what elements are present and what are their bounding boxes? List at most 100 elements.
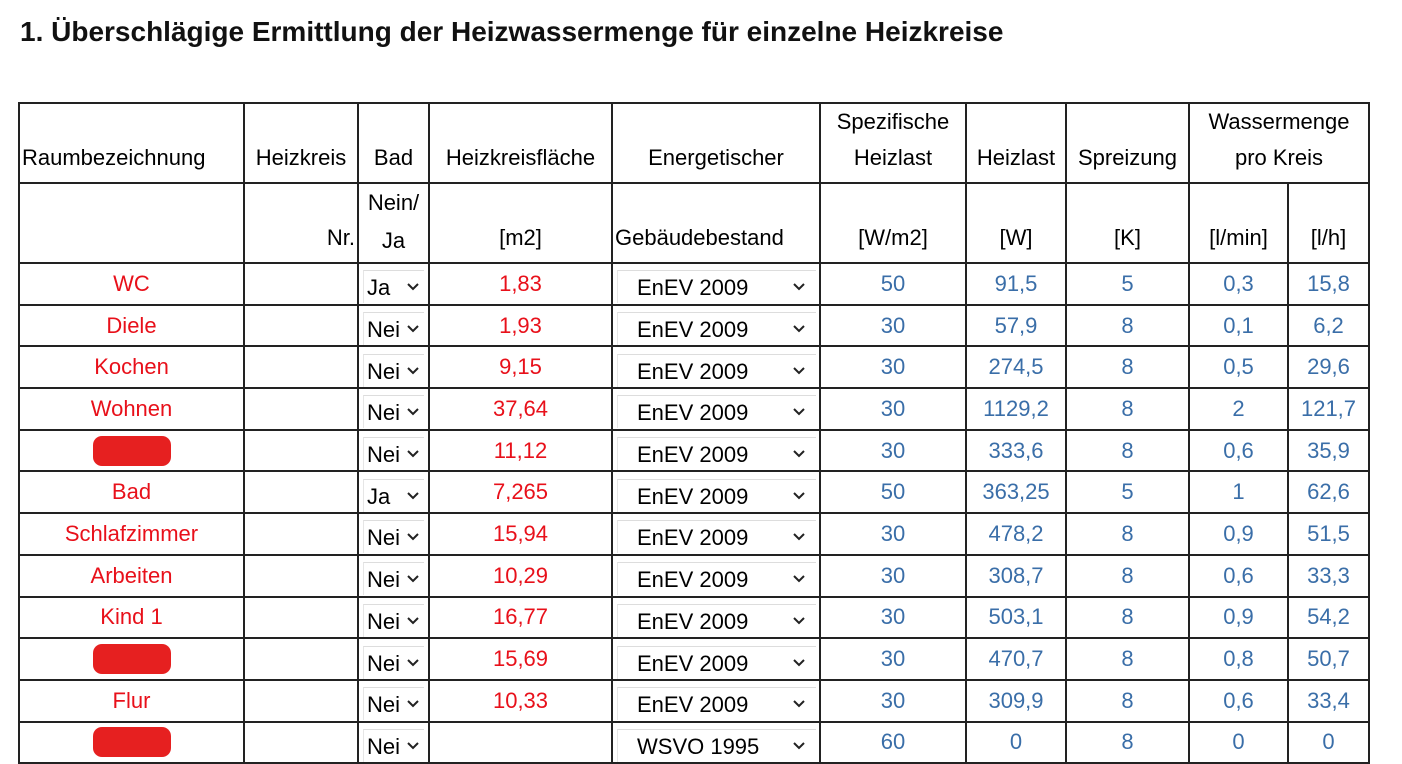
- load-cell: 274,5: [965, 345, 1067, 390]
- area-cell: 15,94: [428, 512, 613, 556]
- standard-cell: EnEV 2009: [611, 303, 821, 348]
- data-row: Arbeiten Nein 10,29 EnEV 2009 30 308,7 8 0,6 33,…: [18, 553, 1370, 598]
- header-cell: Bad: [357, 102, 430, 184]
- load-cell: 333,6: [965, 428, 1067, 473]
- standard-select-value: EnEV 2009: [637, 317, 749, 343]
- lmin-cell: 0,3: [1188, 262, 1289, 306]
- standard-select[interactable]: EnEV 2009: [617, 437, 816, 470]
- bath-select[interactable]: Nein: [363, 437, 424, 470]
- data-row: Schlafzimmer Nein 15,94 EnEV 2009 30 478,2 8 0,…: [18, 512, 1370, 556]
- bath-select-value: Nein: [367, 692, 399, 718]
- standard-cell: EnEV 2009: [611, 553, 821, 598]
- area-cell: 10,33: [428, 678, 613, 723]
- standard-select-value: EnEV 2009: [637, 567, 749, 593]
- spec-value: 30: [880, 354, 906, 380]
- bath-select[interactable]: Nein: [363, 520, 424, 553]
- bath-select-value: Nein: [367, 400, 399, 426]
- bath-select[interactable]: Nein: [363, 312, 424, 345]
- lmin-value: 2: [1232, 395, 1245, 421]
- area-cell: 1,93: [428, 303, 613, 348]
- lh-value: 54,2: [1307, 604, 1350, 630]
- redacted-mark: [92, 644, 171, 675]
- bath-select[interactable]: Nein: [363, 562, 424, 595]
- standard-cell: EnEV 2009: [611, 470, 821, 515]
- bath-select[interactable]: Nein: [363, 645, 424, 678]
- bath-select[interactable]: Nein: [363, 728, 424, 762]
- spread-cell: 8: [1065, 678, 1190, 723]
- standard-select[interactable]: EnEV 2009: [617, 270, 816, 303]
- spread-value: 5: [1121, 479, 1134, 505]
- bath-cell: Nein: [357, 595, 430, 640]
- bath-cell: Ja: [357, 470, 430, 515]
- load-cell: 91,5: [965, 262, 1067, 306]
- load-value: 1129,2: [983, 395, 1049, 421]
- room-cell: Kochen: [18, 345, 245, 390]
- standard-select[interactable]: EnEV 2009: [617, 395, 816, 428]
- spec-cell: 30: [819, 512, 967, 556]
- lh-cell: 0: [1287, 720, 1370, 764]
- standard-select[interactable]: EnEV 2009: [617, 562, 816, 595]
- standard-select[interactable]: EnEV 2009: [617, 353, 816, 387]
- standard-select[interactable]: EnEV 2009: [617, 645, 816, 678]
- load-cell: 470,7: [965, 637, 1067, 681]
- header-cell: [18, 182, 245, 264]
- load-cell: 308,7: [965, 553, 1067, 598]
- standard-cell: EnEV 2009: [611, 345, 821, 390]
- standard-select-value: EnEV 2009: [637, 650, 749, 676]
- circuit-cell: [243, 303, 359, 348]
- spec-cell: 30: [819, 595, 967, 640]
- redacted-mark: [92, 727, 171, 758]
- bath-select[interactable]: Ja: [363, 270, 424, 303]
- lh-cell: 121,7: [1287, 387, 1370, 431]
- load-cell: 57,9: [965, 303, 1067, 348]
- standard-select[interactable]: EnEV 2009: [617, 478, 816, 512]
- area-cell: 11,12: [428, 428, 613, 473]
- header-cell: Nr.: [243, 182, 359, 264]
- spec-value: 30: [880, 312, 906, 338]
- spec-value: 50: [880, 479, 906, 505]
- spread-value: 8: [1121, 312, 1134, 338]
- room-name: Flur: [112, 687, 151, 713]
- lmin-value: 0,8: [1223, 646, 1254, 672]
- standard-cell: EnEV 2009: [611, 512, 821, 556]
- load-value: 0: [1009, 729, 1023, 755]
- lmin-value: 0,6: [1223, 437, 1254, 463]
- room-cell: Bad: [18, 470, 245, 515]
- lh-value: 62,6: [1307, 479, 1350, 505]
- standard-select[interactable]: EnEV 2009: [617, 603, 816, 637]
- circuit-cell: [243, 553, 359, 598]
- load-cell: 478,2: [965, 512, 1067, 556]
- area-value: 1,83: [499, 270, 542, 296]
- data-row: Flur Nein 10,33 EnEV 2009 30 309,9 8 0,6 33,4: [18, 678, 1370, 723]
- bath-select-value: Nein: [367, 733, 399, 759]
- standard-select[interactable]: EnEV 2009: [617, 312, 816, 345]
- lmin-cell: 0,1: [1188, 303, 1289, 348]
- lh-value: 35,9: [1307, 437, 1350, 463]
- lmin-cell: 0,8: [1188, 637, 1289, 681]
- data-row: Diele Nein 1,93 EnEV 2009 30 57,9 8 0,1 6,2: [18, 303, 1370, 348]
- standard-select-value: EnEV 2009: [637, 400, 749, 426]
- standard-select[interactable]: EnEV 2009: [617, 687, 816, 720]
- standard-select-value: EnEV 2009: [637, 608, 749, 634]
- area-cell: 16,77: [428, 595, 613, 640]
- spec-cell: 30: [819, 428, 967, 473]
- load-value: 478,2: [988, 520, 1044, 546]
- area-value: 15,69: [492, 646, 549, 672]
- standard-select[interactable]: WSVO 1995: [617, 728, 816, 762]
- area-cell: 7,265: [428, 470, 613, 515]
- header-cell: Raumbezeichnung: [18, 102, 245, 184]
- lh-value: 33,3: [1307, 562, 1350, 588]
- spread-cell: 8: [1065, 387, 1190, 431]
- bath-select[interactable]: Nein: [363, 603, 424, 637]
- standard-select[interactable]: EnEV 2009: [617, 520, 816, 553]
- lmin-cell: 2: [1188, 387, 1289, 431]
- spread-value: 8: [1121, 604, 1134, 630]
- spread-value: 5: [1121, 270, 1134, 296]
- spec-cell: 30: [819, 678, 967, 723]
- spec-value: 60: [880, 729, 906, 755]
- spread-value: 8: [1121, 395, 1134, 421]
- bath-select[interactable]: Nein: [363, 353, 424, 387]
- bath-select[interactable]: Nein: [363, 687, 424, 720]
- bath-select[interactable]: Ja: [363, 478, 424, 512]
- bath-select[interactable]: Nein: [363, 395, 424, 428]
